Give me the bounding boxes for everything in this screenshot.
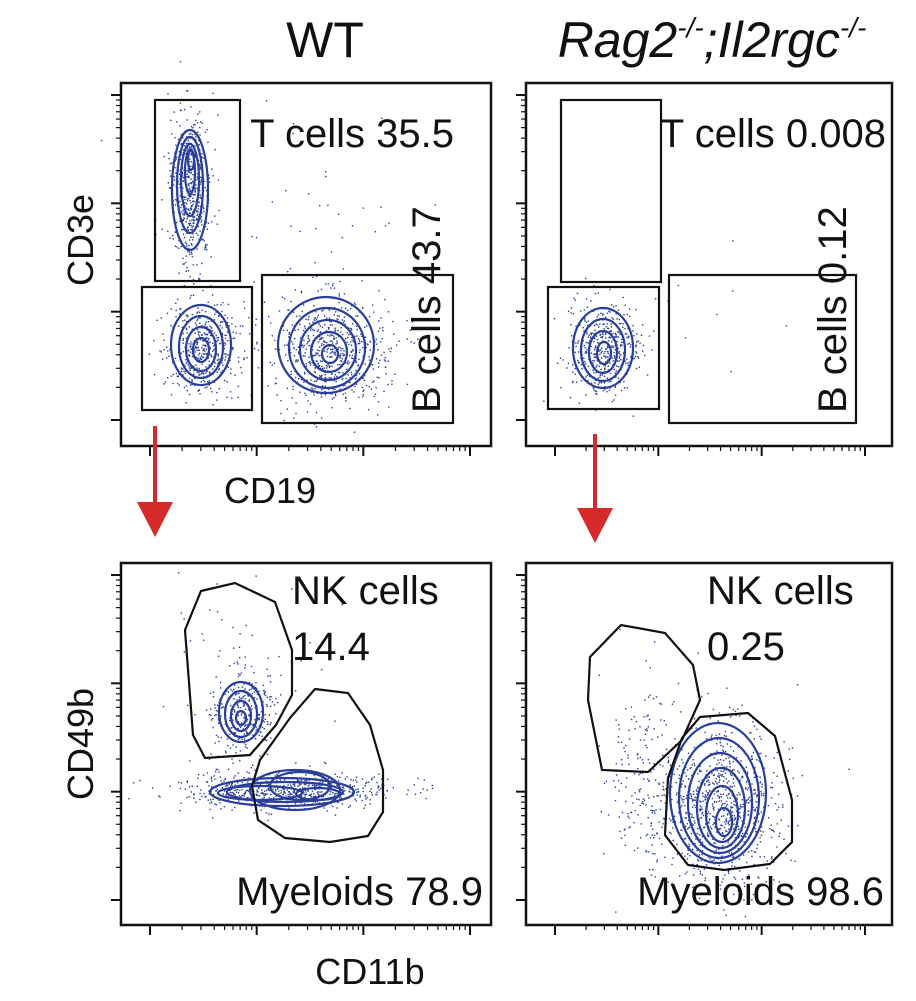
gate-tr-t-cells (559, 98, 663, 284)
gate-name-tr-b: B cells (811, 295, 855, 413)
arrow-wt-to-bottom (137, 426, 173, 537)
contour-br-myeloids (668, 721, 768, 865)
gate-br-nk-cells (586, 623, 702, 774)
title-gene-rag2: Rag2 (558, 12, 678, 68)
dots-tr-sparse (667, 240, 788, 373)
gate-name-tr-t: T cells (660, 112, 775, 156)
gate-label-tl-t-cells: T cells 35.5 (250, 112, 454, 156)
dots-bl-nk-cells (205, 646, 297, 793)
gate-name-bl-nk: NK cells (292, 569, 439, 613)
gate-tl-b-cells (260, 273, 455, 425)
gate-value-br-nk: 0.25 (707, 625, 785, 669)
gate-tr-double-negative (546, 285, 661, 411)
axis-ticks (111, 94, 866, 935)
gate-value-bl-myeloids: 78.9 (405, 870, 483, 914)
gate-value-tl-b: 43.7 (405, 206, 449, 284)
gate-name-br-myeloids: Myeloids (637, 870, 795, 914)
gate-label-bl-myeloids: Myeloids 78.9 (236, 870, 483, 914)
panel-title-wt: WT (286, 12, 364, 68)
gate-tr-b-cells (667, 273, 858, 425)
gate-value-bl-nk: 14.4 (292, 625, 370, 669)
contour-tl-double-negative (169, 303, 233, 387)
dots-bl-sparse (162, 572, 343, 819)
gate-value-tr-t: 0.008 (786, 112, 886, 156)
gate-bl-myeloids (250, 687, 385, 844)
title-sup-2: -/- (840, 12, 866, 43)
gate-bl-nk-cells (183, 581, 294, 760)
contour-tl-b-cells (276, 295, 376, 395)
axis-label-cd11b: CD11b (315, 951, 424, 992)
gate-tl-double-negative (140, 285, 254, 412)
plot-frame-top-left (119, 81, 493, 448)
plot-frame-top-right (524, 81, 894, 448)
contour-bl-myeloids (208, 768, 356, 812)
axis-label-cd3e: CD3e (60, 194, 101, 286)
axis-label-cd49b: CD49b (60, 688, 101, 800)
gate-value-tl-t: 35.5 (376, 112, 454, 156)
contour-tl-t-cells (170, 128, 210, 252)
dots-tl-sparse (100, 100, 436, 359)
gate-value-tr-b: 0.12 (811, 206, 855, 284)
plot-frame-bottom-right (524, 561, 894, 927)
gate-br-myeloids (663, 711, 794, 872)
dots-br-sparse (598, 628, 699, 816)
dots-tr-double-negative (543, 277, 657, 417)
gate-label-br-myeloids: Myeloids 98.6 (637, 870, 884, 914)
gate-name-br-nk: NK cells (707, 569, 854, 613)
plot-frame-bottom-left (119, 561, 493, 927)
population-contours (169, 128, 768, 865)
gate-label-tr-b-cells: B cells 0.12 (811, 206, 855, 413)
gate-tl-t-cells (153, 98, 242, 283)
title-sup-1: -/- (677, 12, 703, 43)
arrow-knockout-to-bottom (577, 434, 613, 543)
axis-label-cd19: CD19 (224, 470, 316, 511)
gate-value-br-myeloids: 98.6 (806, 870, 884, 914)
contour-bl-nk-cells (217, 680, 265, 744)
dots-br-spread (598, 696, 690, 913)
gate-name-tl-b: B cells (405, 295, 449, 413)
gate-label-tl-b-cells: B cells 43.7 (405, 206, 449, 413)
panel-title-knockout: Rag2-/-;Il2rgc-/- (558, 12, 867, 68)
title-gene-il2rgc: ;Il2rgc (704, 12, 840, 68)
contour-tr-double-negative (571, 306, 635, 390)
gate-name-bl-myeloids: Myeloids (236, 870, 394, 914)
gate-name-tl-t: T cells (250, 112, 365, 156)
gate-label-tr-t-cells: T cells 0.008 (660, 112, 886, 156)
